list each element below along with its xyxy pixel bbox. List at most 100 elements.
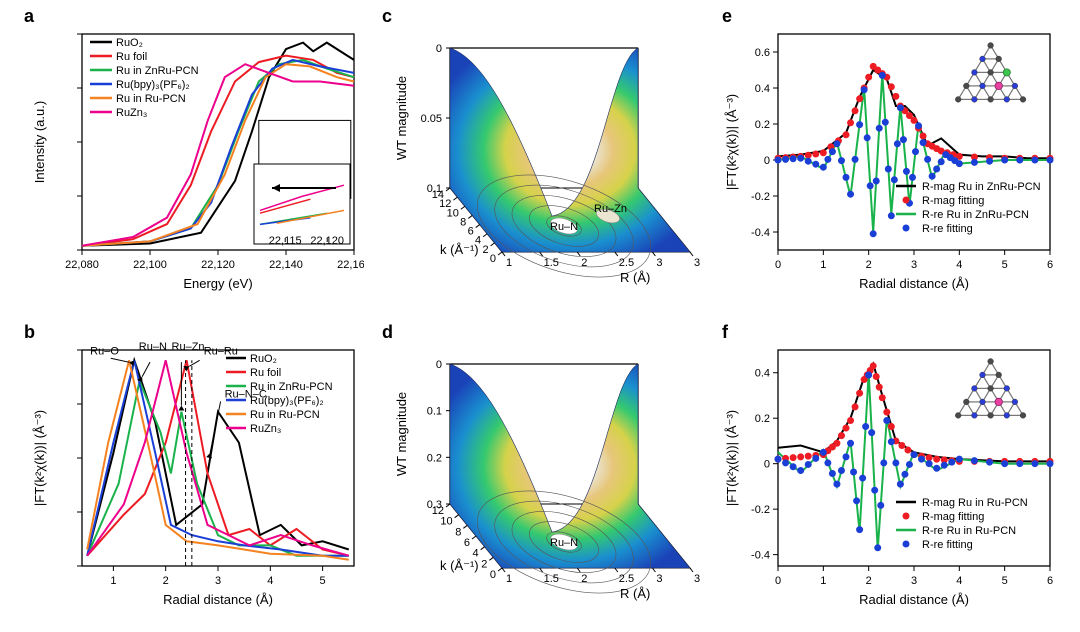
svg-text:5: 5 (1002, 259, 1008, 271)
svg-text:22,120: 22,120 (310, 235, 344, 247)
svg-text:RuO₂: RuO₂ (116, 37, 143, 49)
svg-text:Ru(bpy)₃(PF₆)₂: Ru(bpy)₃(PF₆)₂ (116, 79, 190, 91)
svg-text:Energy (eV): Energy (eV) (183, 276, 252, 291)
svg-text:0: 0 (490, 569, 496, 581)
svg-text:6: 6 (468, 226, 474, 238)
svg-text:Ru–N: Ru–N (139, 341, 167, 353)
svg-text:0: 0 (775, 259, 781, 271)
svg-text:6: 6 (464, 537, 470, 549)
svg-text:0: 0 (436, 359, 442, 371)
svg-text:R-mag Ru in ZnRu-PCN: R-mag Ru in ZnRu-PCN (922, 181, 1041, 193)
svg-text:2: 2 (866, 259, 872, 271)
svg-text:|FT(k²χ(k))| (Å⁻³): |FT(k²χ(k))| (Å⁻³) (32, 410, 47, 506)
svg-text:Radial distance (Å): Radial distance (Å) (163, 592, 273, 607)
svg-text:Ru–N: Ru–N (550, 537, 578, 549)
panel-f: 0123456-0.4-0.200.20.4Radial distance (Å… (720, 336, 1060, 616)
svg-text:-0.4: -0.4 (751, 227, 770, 239)
svg-text:5: 5 (1002, 575, 1008, 587)
svg-text:0.2: 0.2 (755, 119, 770, 131)
panel-b: 1 2 3 4 5 Radial distance (Å) |FT(k²χ(k))| (Å⁻… (24, 336, 364, 616)
svg-text:0.2: 0.2 (755, 413, 770, 425)
svg-text:6: 6 (1047, 259, 1053, 271)
svg-text:Ru in Ru-PCN: Ru in Ru-PCN (250, 409, 320, 421)
svg-text:Ru foil: Ru foil (116, 51, 147, 63)
svg-text:Ru in Ru-PCN: Ru in Ru-PCN (116, 93, 186, 105)
svg-text:22,140: 22,140 (269, 259, 303, 271)
svg-text:R-mag fitting: R-mag fitting (922, 511, 984, 523)
svg-text:R (Å): R (Å) (620, 270, 650, 285)
svg-text:4: 4 (956, 259, 962, 271)
svg-text:22,080: 22,080 (65, 259, 99, 271)
panel-c: 00.050.1WT magnitude02468101214k (Å⁻¹)11… (380, 20, 700, 300)
svg-text:R (Å): R (Å) (620, 586, 650, 601)
svg-text:8: 8 (460, 216, 466, 228)
svg-text:Ru–Ru: Ru–Ru (204, 345, 238, 357)
svg-text:WT magnitude: WT magnitude (394, 76, 409, 160)
svg-text:R-mag Ru in Ru-PCN: R-mag Ru in Ru-PCN (922, 497, 1028, 509)
svg-text:5: 5 (320, 575, 326, 587)
svg-text:3: 3 (656, 573, 662, 585)
svg-text:Intensity (a.u.): Intensity (a.u.) (32, 101, 47, 183)
svg-text:3: 3 (656, 257, 662, 269)
svg-text:3.5: 3.5 (694, 573, 700, 585)
svg-text:2: 2 (581, 257, 587, 269)
svg-text:1: 1 (820, 575, 826, 587)
svg-text:Ru–Zn: Ru–Zn (172, 341, 205, 353)
svg-text:3: 3 (911, 259, 917, 271)
svg-text:2: 2 (866, 575, 872, 587)
svg-text:|FT(k²χ(k))| (Å⁻³): |FT(k²χ(k))| (Å⁻³) (724, 410, 739, 506)
svg-text:R-re fitting: R-re fitting (922, 223, 973, 235)
svg-text:Ru–N: Ru–N (550, 221, 578, 233)
svg-text:3: 3 (911, 575, 917, 587)
svg-text:R-mag fitting: R-mag fitting (922, 195, 984, 207)
svg-text:Ru in ZnRu-PCN: Ru in ZnRu-PCN (116, 65, 199, 77)
panel-d: 00.10.20.3WT magnitude024681012k (Å⁻¹)11… (380, 336, 700, 616)
svg-text:k (Å⁻¹): k (Å⁻¹) (440, 242, 479, 257)
svg-text:1: 1 (820, 259, 826, 271)
svg-text:-0.2: -0.2 (751, 504, 770, 516)
svg-text:22,115: 22,115 (269, 235, 302, 247)
svg-text:Ru foil: Ru foil (250, 367, 281, 379)
svg-text:2.5: 2.5 (619, 573, 634, 585)
svg-text:2: 2 (163, 575, 169, 587)
svg-text:RuZn₃: RuZn₃ (250, 423, 281, 435)
panel-a-svg: 22,08022,10022,12022,14022,160Energy (eV… (24, 20, 364, 300)
svg-text:0.4: 0.4 (755, 368, 770, 380)
svg-text:Radial distance (Å): Radial distance (Å) (859, 276, 969, 291)
svg-text:Ru–N–C: Ru–N–C (225, 388, 267, 400)
svg-text:Ru–O: Ru–O (90, 345, 119, 357)
svg-text:8: 8 (455, 526, 461, 538)
svg-text:3: 3 (215, 575, 221, 587)
svg-text:3.5: 3.5 (694, 257, 700, 269)
svg-text:4: 4 (267, 575, 273, 587)
svg-text:10: 10 (440, 516, 452, 528)
svg-text:R-re Ru in Ru-PCN: R-re Ru in Ru-PCN (922, 525, 1016, 537)
panel-e-svg: 0123456-0.4-0.200.20.40.6Radial distance… (720, 20, 1060, 300)
svg-text:12: 12 (432, 505, 444, 517)
svg-text:0.6: 0.6 (755, 47, 770, 59)
svg-text:RuZn₃: RuZn₃ (116, 107, 147, 119)
svg-text:2.5: 2.5 (619, 257, 634, 269)
svg-text:0.05: 0.05 (421, 113, 442, 125)
svg-text:WT magnitude: WT magnitude (394, 392, 409, 476)
svg-text:Ru–Zn: Ru–Zn (594, 203, 627, 215)
panel-e: 0123456-0.4-0.200.20.40.6Radial distance… (720, 20, 1060, 300)
svg-text:1: 1 (506, 573, 512, 585)
svg-text:R-re fitting: R-re fitting (922, 539, 973, 551)
svg-text:1: 1 (110, 575, 116, 587)
svg-text:k (Å⁻¹): k (Å⁻¹) (440, 558, 479, 573)
svg-text:0.2: 0.2 (427, 452, 442, 464)
panel-a: 22,08022,10022,12022,14022,160Energy (eV… (24, 20, 364, 300)
svg-text:2: 2 (581, 573, 587, 585)
svg-text:-0.4: -0.4 (751, 550, 770, 562)
svg-text:14: 14 (432, 189, 444, 201)
svg-text:1.5: 1.5 (544, 573, 559, 585)
svg-text:6: 6 (1047, 575, 1053, 587)
panel-d-svg: 00.10.20.3WT magnitude024681012k (Å⁻¹)11… (380, 336, 700, 616)
panel-f-svg: 0123456-0.4-0.200.20.4Radial distance (Å… (720, 336, 1060, 616)
svg-text:2: 2 (481, 558, 487, 570)
panel-b-svg: 1 2 3 4 5 Radial distance (Å) |FT(k²χ(k))| (Å⁻… (24, 336, 364, 616)
svg-text:0: 0 (764, 459, 770, 471)
svg-text:22,100: 22,100 (133, 259, 167, 271)
svg-text:-0.2: -0.2 (751, 191, 770, 203)
